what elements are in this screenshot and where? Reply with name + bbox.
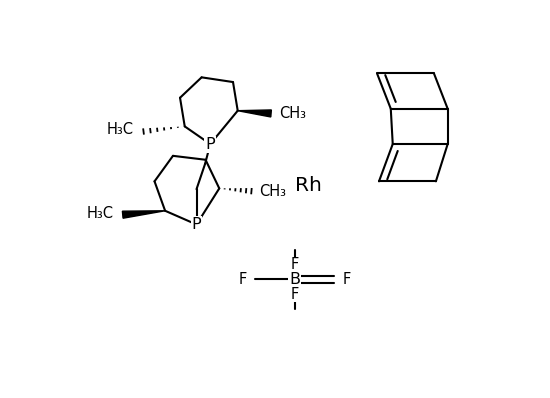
Text: F: F [239,272,247,287]
Text: H₃C: H₃C [107,122,134,137]
Polygon shape [238,110,271,117]
Text: F: F [343,272,351,287]
Text: CH₃: CH₃ [259,183,287,199]
Text: F: F [290,257,299,272]
Text: CH₃: CH₃ [279,106,306,121]
Polygon shape [123,211,165,218]
Text: B: B [289,272,300,287]
Text: P: P [206,137,215,152]
Text: Rh: Rh [295,176,322,195]
Text: H₃C: H₃C [87,206,114,221]
Text: F: F [290,287,299,302]
Text: P: P [192,217,201,232]
